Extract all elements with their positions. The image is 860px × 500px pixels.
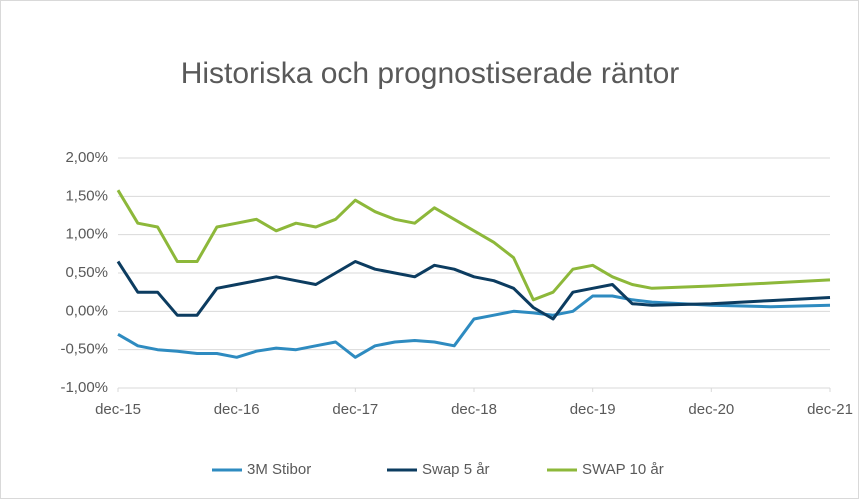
y-tick-label: -0,50% bbox=[60, 341, 108, 358]
x-tick-label: dec-21 bbox=[807, 401, 853, 418]
legend-label: SWAP 10 år bbox=[582, 461, 664, 478]
y-tick-label: 2,00% bbox=[65, 149, 108, 166]
y-tick-label: 0,00% bbox=[65, 302, 108, 319]
x-tick-label: dec-15 bbox=[95, 401, 141, 418]
x-tick-label: dec-17 bbox=[332, 401, 378, 418]
y-tick-label: 1,00% bbox=[65, 226, 108, 243]
legend-label: 3M Stibor bbox=[247, 461, 311, 478]
y-tick-label: -1,00% bbox=[60, 379, 108, 396]
chart-title: Historiska och prognostiserade räntor bbox=[181, 57, 680, 90]
x-tick-label: dec-19 bbox=[570, 401, 616, 418]
y-tick-label: 1,50% bbox=[65, 187, 108, 204]
x-tick-label: dec-18 bbox=[451, 401, 497, 418]
x-tick-label: dec-20 bbox=[688, 401, 734, 418]
legend-label: Swap 5 år bbox=[422, 461, 490, 478]
x-tick-label: dec-16 bbox=[214, 401, 260, 418]
series-line bbox=[117, 294, 831, 359]
y-tick-label: 0,50% bbox=[65, 264, 108, 281]
series-line bbox=[116, 260, 831, 321]
series-line bbox=[116, 189, 831, 302]
